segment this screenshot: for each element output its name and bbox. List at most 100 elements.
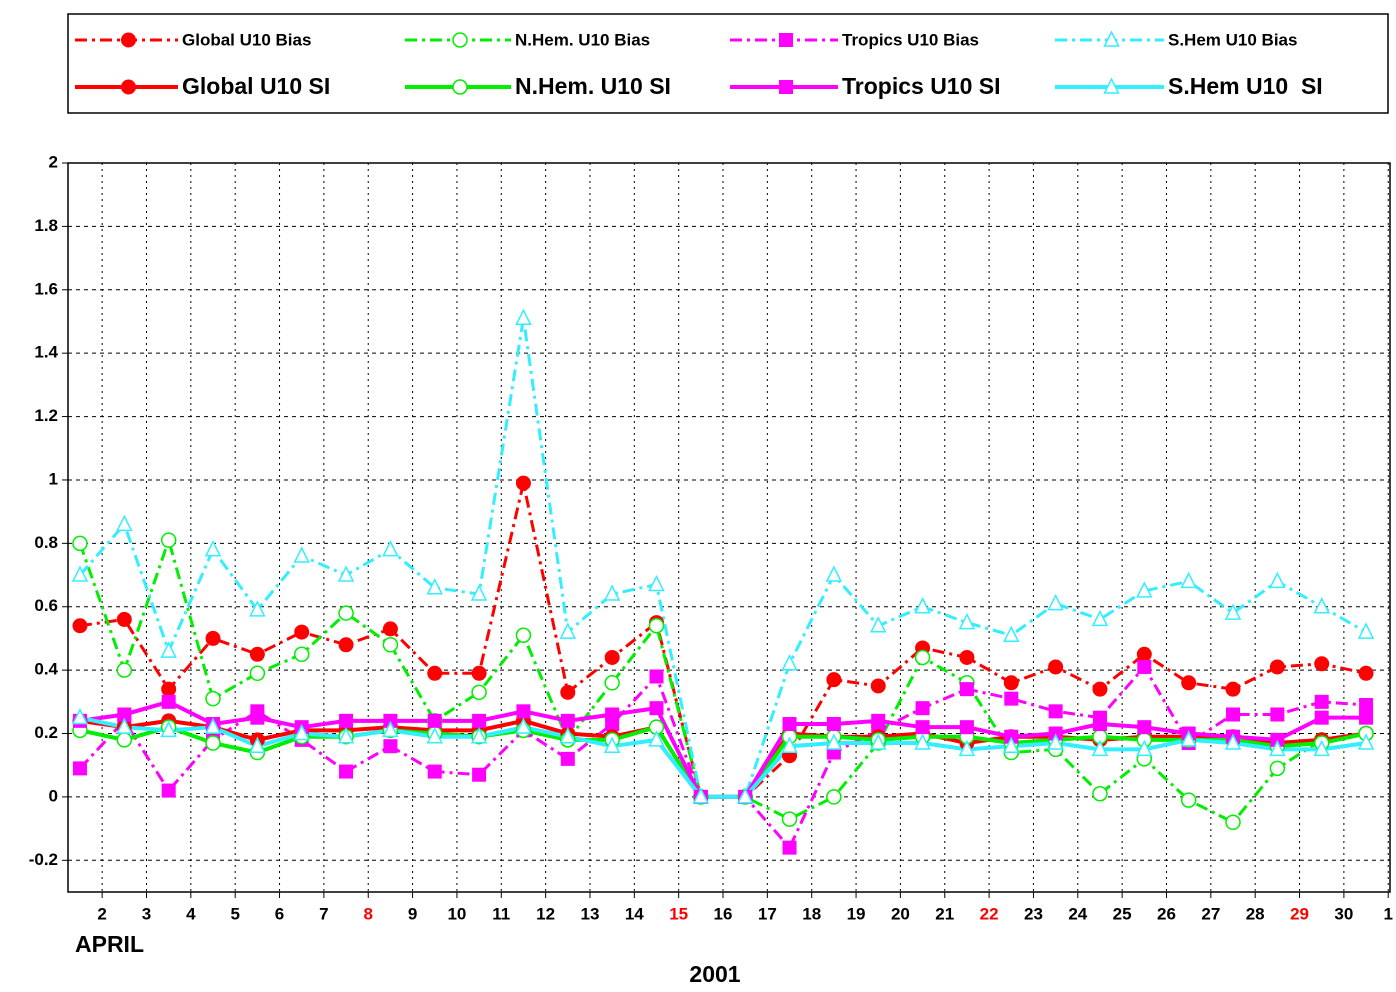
marker xyxy=(1225,814,1241,831)
x-tick-label: 6 xyxy=(275,904,284,923)
legend-label: Tropics U10 SI xyxy=(842,73,1001,99)
legend-label: S.Hem U10 Bias xyxy=(1168,30,1297,49)
marker xyxy=(605,707,620,722)
marker xyxy=(1357,622,1375,639)
marker xyxy=(294,624,310,640)
marker xyxy=(649,701,664,716)
marker xyxy=(914,597,931,614)
marker xyxy=(1359,697,1374,712)
marker xyxy=(338,605,354,621)
marker xyxy=(649,669,664,684)
marker xyxy=(1225,681,1241,697)
marker xyxy=(1092,785,1108,802)
marker xyxy=(1137,659,1152,674)
marker xyxy=(1048,659,1064,675)
marker xyxy=(560,713,575,728)
y-tick-label: 1 xyxy=(49,469,58,488)
marker xyxy=(1314,710,1329,725)
x-tick-label: 13 xyxy=(581,904,600,923)
marker xyxy=(1269,739,1286,757)
series-line xyxy=(79,481,1367,799)
marker xyxy=(249,665,266,682)
x-tick-label: 14 xyxy=(625,904,644,923)
marker xyxy=(870,616,887,633)
marker xyxy=(204,540,222,557)
y-tick-label: 0 xyxy=(49,786,58,805)
marker xyxy=(559,727,577,744)
x-tick-label: 23 xyxy=(1024,904,1043,923)
marker xyxy=(603,584,621,601)
marker xyxy=(1004,691,1019,706)
marker xyxy=(1314,694,1329,709)
legend-label: S.Hem U10 SI xyxy=(1168,73,1323,99)
legend-label: Tropics U10 Bias xyxy=(842,30,979,49)
x-tick-label: 3 xyxy=(142,904,151,923)
marker xyxy=(1180,792,1197,808)
marker xyxy=(958,739,976,757)
marker xyxy=(648,730,665,747)
marker xyxy=(249,646,265,662)
marker xyxy=(736,787,754,804)
marker xyxy=(515,627,532,644)
marker xyxy=(826,789,842,805)
marker xyxy=(470,584,488,601)
x-tick-label: 5 xyxy=(230,904,239,923)
x-tick-label: 2 xyxy=(97,904,106,923)
x-tick-label: 1 xyxy=(1383,904,1392,923)
marker xyxy=(1180,730,1197,747)
marker xyxy=(779,33,793,47)
x-tick-label: 27 xyxy=(1201,904,1220,923)
marker xyxy=(382,720,399,738)
marker xyxy=(1357,733,1375,750)
marker xyxy=(1314,656,1330,672)
marker xyxy=(959,682,974,697)
marker xyxy=(1103,30,1120,47)
marker xyxy=(121,32,136,48)
legend-label: N.Hem. U10 SI xyxy=(515,73,671,99)
marker xyxy=(293,546,310,563)
x-tick-label: 26 xyxy=(1157,904,1176,923)
marker xyxy=(204,717,222,734)
marker xyxy=(781,811,798,827)
marker xyxy=(1003,675,1019,691)
marker xyxy=(249,600,266,617)
marker xyxy=(1180,571,1197,589)
series-line xyxy=(78,316,1367,799)
marker xyxy=(1269,571,1286,589)
series-line xyxy=(78,538,1367,824)
x-label-month: APRIL xyxy=(75,931,144,957)
marker xyxy=(249,736,266,753)
marker xyxy=(870,733,887,750)
x-tick-label: 8 xyxy=(363,904,372,923)
marker xyxy=(1269,760,1286,777)
marker xyxy=(914,649,931,666)
marker xyxy=(293,646,310,663)
marker xyxy=(471,684,487,701)
marker xyxy=(826,672,842,688)
marker xyxy=(1003,736,1020,753)
y-tick-label: 0.2 xyxy=(34,723,58,742)
marker xyxy=(915,720,930,735)
x-tick-label: 12 xyxy=(536,904,555,923)
marker xyxy=(1224,603,1242,620)
x-tick-label: 24 xyxy=(1068,904,1087,923)
marker xyxy=(205,690,221,707)
marker xyxy=(472,767,487,782)
marker xyxy=(692,787,710,804)
marker xyxy=(383,739,398,754)
marker xyxy=(781,654,798,671)
marker xyxy=(426,578,443,595)
marker xyxy=(1181,675,1197,691)
marker xyxy=(205,630,221,646)
marker xyxy=(1136,739,1153,757)
legend-label: Global U10 SI xyxy=(182,73,330,99)
marker xyxy=(560,684,576,700)
marker xyxy=(1047,733,1064,750)
marker xyxy=(426,727,443,744)
marker xyxy=(116,732,133,748)
marker xyxy=(72,618,88,634)
legend-box xyxy=(67,13,1389,114)
marker xyxy=(72,535,88,552)
marker xyxy=(1313,739,1330,757)
marker xyxy=(1048,704,1063,719)
